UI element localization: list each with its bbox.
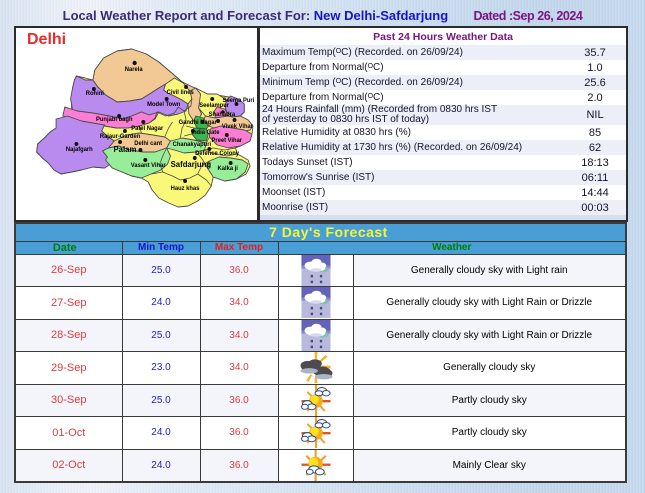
svg-text:Shahadra: Shahadra — [209, 112, 236, 118]
svg-text:Seelampur: Seelampur — [199, 103, 229, 109]
svg-text:Delhi cant: Delhi cant — [134, 141, 162, 147]
svg-text:Rohini: Rohini — [86, 91, 104, 97]
svg-text:Palam: Palam — [114, 145, 137, 154]
svg-text:Seema Puri: Seema Puri — [223, 98, 255, 104]
svg-text:Defence Colony: Defence Colony — [195, 151, 240, 157]
svg-text:Chanakyapuri: Chanakyapuri — [173, 142, 212, 148]
svg-text:Preet Vihar: Preet Vihar — [211, 138, 242, 144]
svg-text:Najafgarh: Najafgarh — [66, 147, 93, 153]
svg-text:Hauz khas: Hauz khas — [171, 186, 200, 192]
svg-text:Vivek Vihar: Vivek Vihar — [222, 124, 254, 130]
svg-text:Civil lines: Civil lines — [167, 90, 195, 96]
svg-text:Narela: Narela — [125, 67, 143, 73]
svg-text:Patel Nagar: Patel Nagar — [131, 126, 164, 132]
svg-text:Vasant Vihar: Vasant Vihar — [131, 163, 166, 169]
svg-text:Model Town: Model Town — [147, 102, 181, 108]
svg-text:Punjabi bagh: Punjabi bagh — [96, 117, 133, 123]
svg-text:Rajaur-Garden: Rajaur-Garden — [100, 134, 141, 140]
svg-text:Kalka ji: Kalka ji — [218, 166, 239, 172]
svg-text:India Gate: India Gate — [191, 130, 220, 136]
svg-text:Safdarjung: Safdarjung — [171, 160, 212, 169]
svg-text:Gandhi Nagar: Gandhi Nagar — [179, 120, 218, 126]
